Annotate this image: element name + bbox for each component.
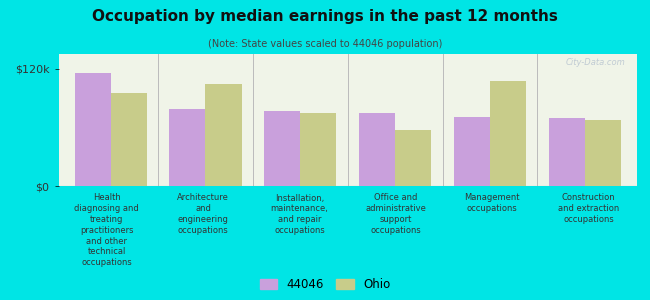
Legend: 44046, Ohio: 44046, Ohio bbox=[259, 278, 391, 291]
Text: Occupation by median earnings in the past 12 months: Occupation by median earnings in the pas… bbox=[92, 9, 558, 24]
Text: Construction
and extraction
occupations: Construction and extraction occupations bbox=[558, 194, 619, 224]
Bar bbox=[75, 73, 110, 186]
Text: Architecture
and
engineering
occupations: Architecture and engineering occupations bbox=[177, 194, 229, 235]
Text: (Note: State values scaled to 44046 population): (Note: State values scaled to 44046 popu… bbox=[208, 39, 442, 49]
Text: Health
diagnosing and
treating
practitioners
and other
technical
occupations: Health diagnosing and treating practitio… bbox=[74, 194, 139, 267]
Bar bbox=[490, 81, 526, 186]
Text: Installation,
maintenance,
and repair
occupations: Installation, maintenance, and repair oc… bbox=[270, 194, 328, 235]
Bar bbox=[359, 113, 395, 186]
Text: City-Data.com: City-Data.com bbox=[566, 58, 625, 67]
Bar bbox=[395, 130, 431, 186]
Bar bbox=[170, 109, 205, 186]
Bar bbox=[111, 93, 147, 186]
Bar bbox=[205, 84, 242, 186]
Bar bbox=[454, 117, 490, 186]
Bar bbox=[300, 113, 336, 186]
Bar bbox=[549, 118, 585, 186]
Bar bbox=[265, 111, 300, 186]
Text: Management
occupations: Management occupations bbox=[465, 194, 520, 213]
Text: Office and
administrative
support
occupations: Office and administrative support occupa… bbox=[365, 194, 426, 235]
Bar bbox=[585, 121, 621, 186]
